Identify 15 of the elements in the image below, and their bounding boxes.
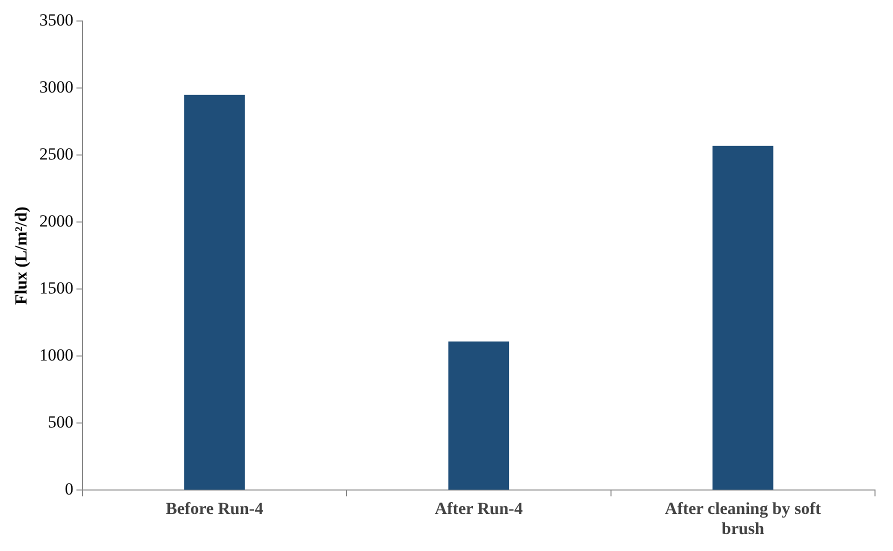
y-tick-label: 0 (64, 480, 74, 499)
y-tick-label: 500 (48, 412, 74, 432)
x-tick-label: After cleaning by soft brush (664, 498, 822, 538)
y-tick-label: 3000 (39, 78, 74, 97)
bar (184, 94, 245, 490)
y-tick-label: 1000 (39, 346, 74, 365)
bar (712, 146, 774, 490)
x-tick-label: Before Run-4 (166, 498, 264, 518)
y-axis-title: Flux (L/m²/d) (12, 206, 31, 305)
y-tick-label: 2500 (39, 144, 74, 164)
bar (448, 341, 510, 490)
y-tick-label: 1500 (39, 278, 74, 298)
y-tick-label: 3500 (39, 10, 74, 30)
y-tick-label: 2000 (39, 212, 74, 231)
x-tick-label: After Run-4 (434, 498, 524, 518)
